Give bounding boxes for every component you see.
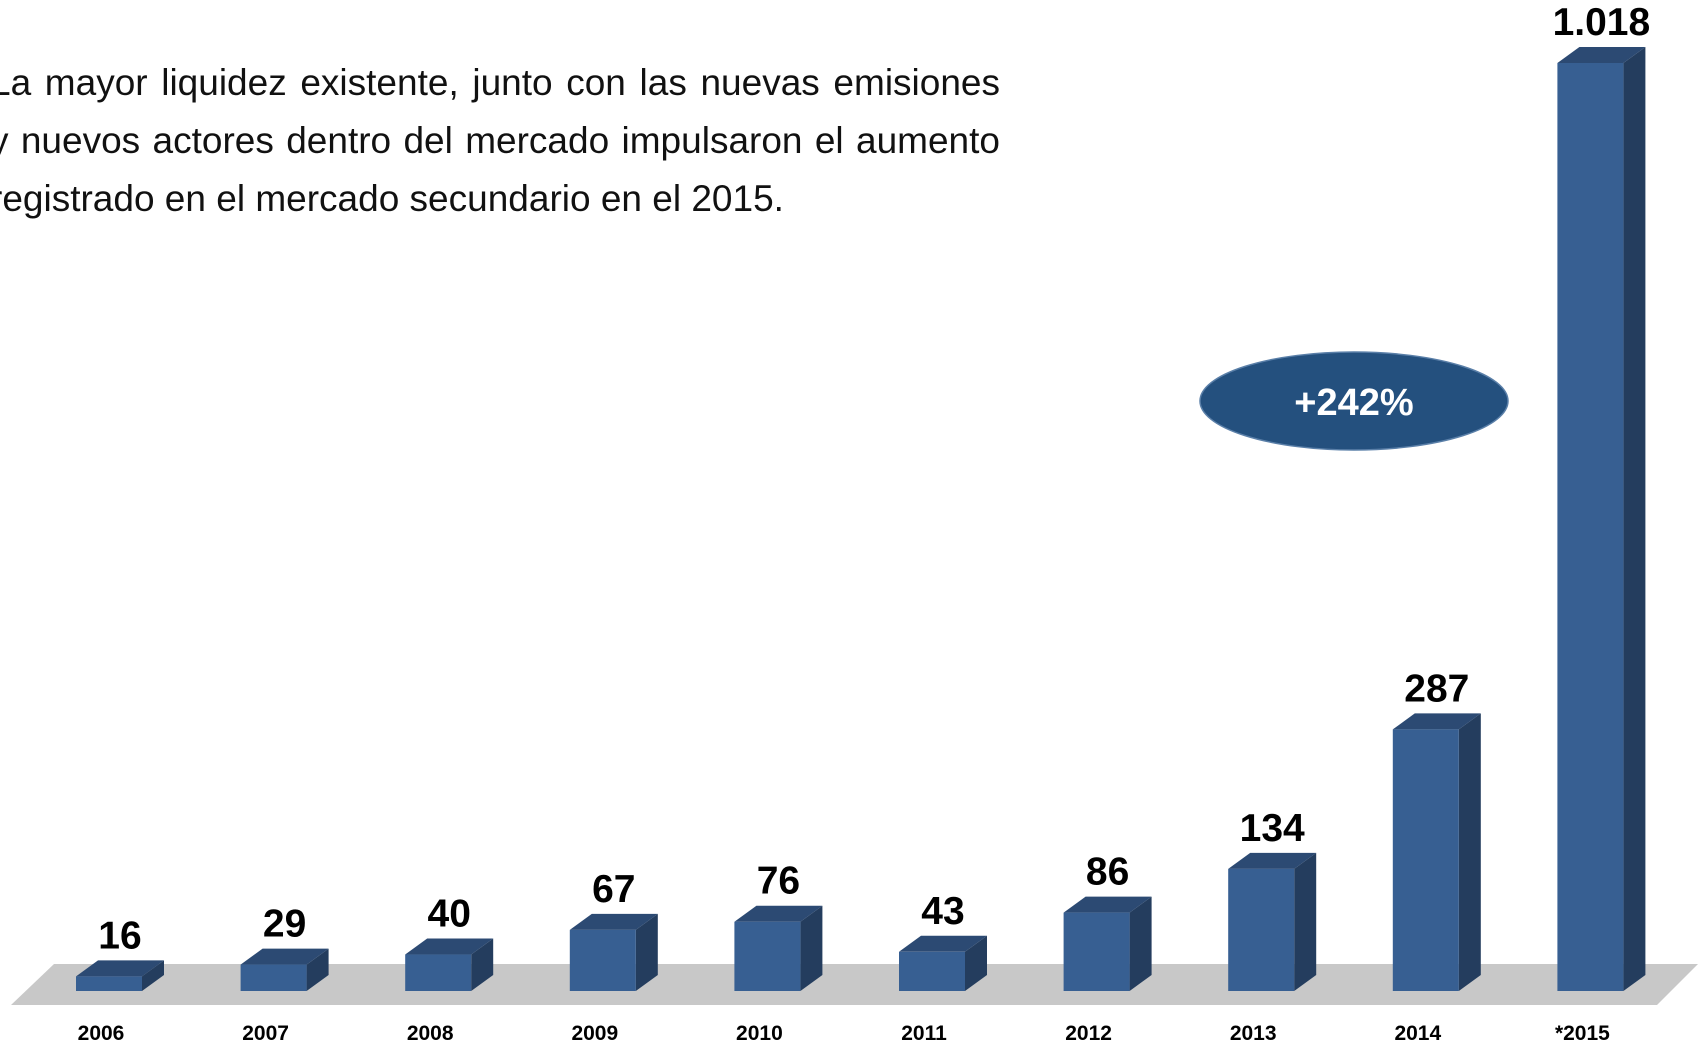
annotation-bubble [1199,351,1509,451]
value-label: 287 [1404,667,1469,710]
bar-side [1294,852,1317,991]
bar-side [1458,713,1481,991]
bar [240,964,307,991]
bar-top [899,935,987,952]
value-label: 40 [428,893,471,936]
value-label: 1.018 [1553,1,1651,44]
bar-top [1557,47,1646,63]
bar-top [1392,713,1481,730]
x-tick-label: 2007 [242,1022,289,1044]
bar-top [734,905,823,922]
value-label: 67 [592,868,635,911]
bar-top [405,938,494,955]
bar [76,976,142,991]
x-tick-label: 2009 [571,1022,618,1044]
bar-side [1623,47,1646,991]
bar [1557,63,1624,991]
bar-top [569,913,658,930]
bar-side [471,938,494,991]
value-label: 134 [1240,807,1305,850]
value-label: 43 [921,890,964,933]
x-tick-label: 2012 [1065,1022,1112,1044]
bar-top [240,948,329,965]
bar-side [965,935,987,991]
bar-side [1129,896,1152,991]
bar-top [1228,852,1317,869]
x-tick-label: 2010 [736,1022,783,1044]
value-label: 76 [757,860,800,903]
bar-side [306,948,329,991]
x-tick-label: 2008 [407,1022,454,1044]
annotation: +242% [1294,382,1413,424]
x-tick-label: *2015 [1555,1022,1610,1044]
bar-side [800,905,823,991]
bar-side [635,913,658,991]
bar [734,921,801,991]
bar [405,954,472,991]
bar [1392,729,1459,991]
bar [1063,912,1130,991]
bar [569,929,636,991]
bar [899,951,965,991]
value-label: 86 [1086,851,1129,894]
bar-side [142,960,164,991]
bar-top [76,960,164,977]
bar [1228,868,1295,991]
x-tick-label: 2006 [78,1022,125,1044]
description: La mayor liquidez existente, junto con l… [0,62,1000,219]
x-tick-label: 2014 [1394,1022,1441,1044]
bar-top [1063,896,1152,913]
x-tick-label: 2011 [901,1022,947,1044]
x-tick-label: 2013 [1230,1022,1277,1044]
value-label: 16 [98,914,141,957]
value-label: 29 [263,903,306,946]
